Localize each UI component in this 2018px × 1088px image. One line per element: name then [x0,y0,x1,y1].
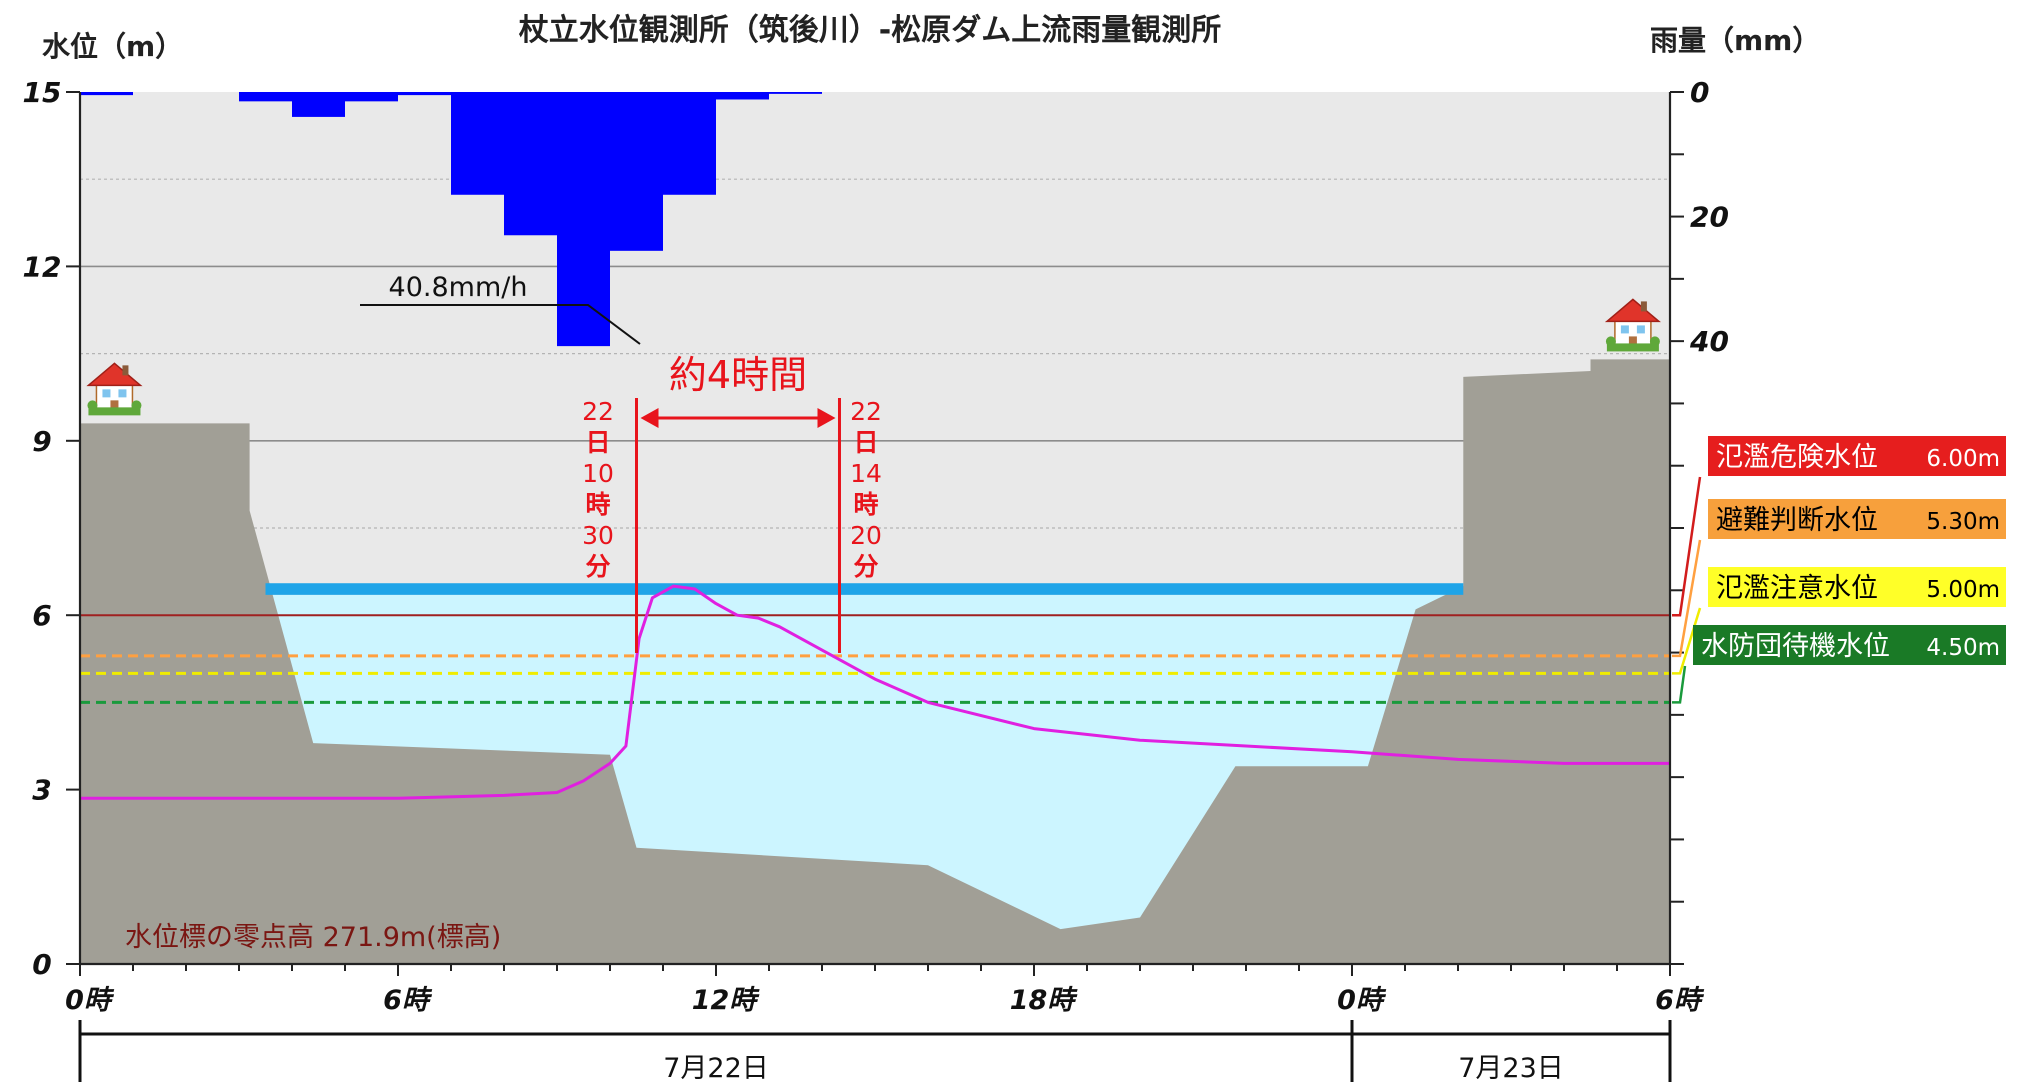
start-time-char: 10 [582,459,614,488]
rain-bar [80,92,133,96]
threshold-connector [1672,665,1687,704]
rain-bar [239,92,292,102]
threshold-value: 6.00m [1926,446,2000,472]
zero-point-label: 水位標の零点高 271.9m(標高) [125,922,501,953]
rain-bar [345,92,398,102]
date-label: 7月23日 [1458,1053,1564,1084]
y-axis-left-label: 水位（m） [42,30,183,63]
river-cross-section [80,298,1670,964]
threshold-lines [80,614,1670,704]
rainfall-bars [80,92,822,347]
rain-bar [557,92,610,347]
rain-bar [292,92,345,117]
y-left-tick-label: 15 [23,76,62,109]
duration-arrowhead-right [817,408,836,428]
rain-bar [610,92,663,251]
start-time-char: 22 [582,397,614,426]
threshold-connector [1672,476,1702,617]
threshold-label-box [1708,436,2006,476]
threshold-labels: 氾濫危険水位 6.00m 避難判断水位 5.30m 氾濫注意水位 5.00m 水防団待機水位… [1672,436,2006,704]
end-time-char: 日 [853,428,878,457]
x-tick-label: 0時 [65,985,115,1016]
threshold-name: 氾濫危険水位 [1716,442,1878,473]
threshold-label-box [1708,499,2006,539]
threshold-name: 氾濫注意水位 [1716,573,1878,604]
rain-bar [663,92,716,195]
date-label: 7月22日 [663,1053,769,1084]
rain-bar [769,92,822,94]
y-left-tick-label: 0 [32,948,51,981]
threshold-value: 5.00m [1926,577,2000,603]
y-left-tick-label: 9 [32,425,51,458]
y-right-tick-label: 0 [1690,76,1709,109]
river-bank-ground [80,359,1670,964]
water-level-series [80,584,1670,800]
water-surface-band [265,583,1464,595]
peak-rain-label: 40.8mm/h [389,272,528,303]
rain-bar [716,92,769,100]
end-time-char: 22 [850,397,882,426]
x-tick-label: 6時 [383,985,433,1016]
y-left-tick-label: 3 [32,774,51,807]
x-tick-label: 0時 [1337,985,1387,1016]
start-time-char: 分 [585,552,610,581]
start-time-char: 日 [585,428,610,457]
threshold-label-box [1708,567,2006,607]
threshold-name: 水防団待機水位 [1701,631,1890,662]
rain-bar [451,92,504,195]
end-time-char: 分 [853,552,878,581]
threshold-value: 5.30m [1926,509,2000,535]
y-left-tick-label: 12 [23,250,62,283]
duration-arrowhead-left [640,408,659,428]
y-right-tick-label: 40 [1689,325,1729,358]
x-tick-label: 6時 [1655,985,1705,1016]
start-time-char: 30 [582,521,614,550]
duration-label: 約4時間 [669,353,807,397]
threshold-connector [1672,539,1702,658]
water-level-line [80,584,1670,800]
rain-bar [504,92,557,236]
start-time-char: 時 [585,490,610,519]
peak-rain-leader [360,304,641,345]
threshold-label-box [1693,625,2006,665]
rain-bar [398,92,451,96]
chart-title: 杖立水位観測所（筑後川）-松原ダム上流雨量観測所 [519,13,1221,48]
end-time-char: 20 [850,521,882,550]
x-tick-label: 12時 [692,985,761,1016]
end-time-char: 14 [850,459,882,488]
x-tick-label: 18時 [1010,985,1079,1016]
end-time-char: 時 [853,490,878,519]
y-left-tick-label: 6 [32,599,51,632]
threshold-value: 4.50m [1926,635,2000,661]
y-right-tick-label: 20 [1690,201,1729,234]
y-axis-right-label: 雨量（mm） [1650,24,1820,57]
threshold-name: 避難判断水位 [1716,505,1878,536]
